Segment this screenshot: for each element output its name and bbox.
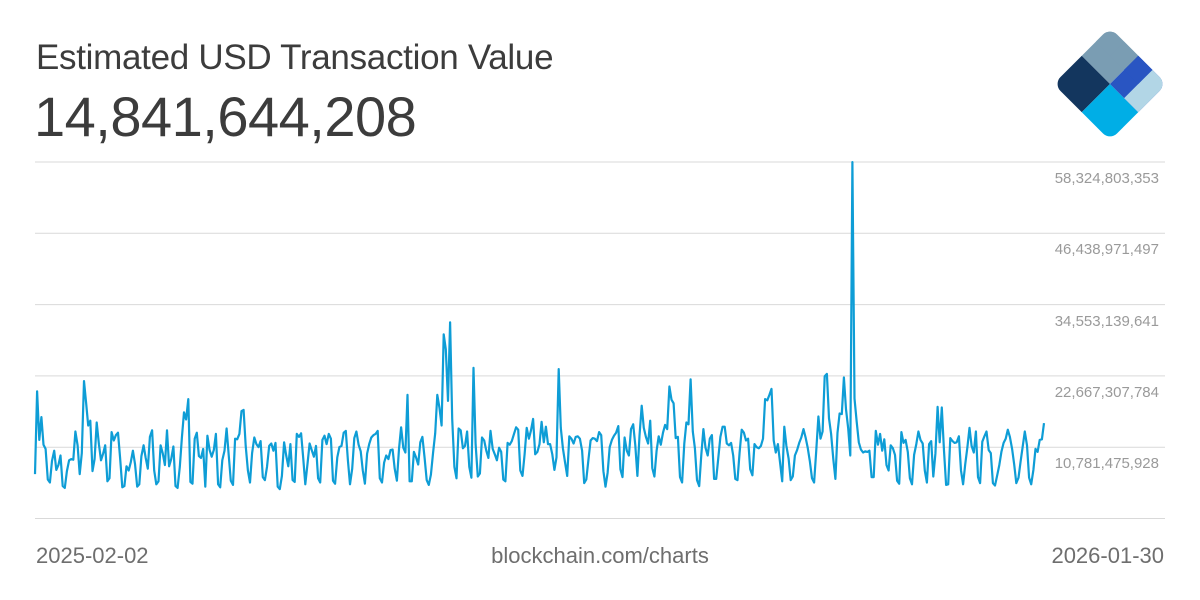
y-tick-label: 46,438,971,497 — [1054, 241, 1159, 258]
y-tick-label: 22,667,307,784 — [1054, 384, 1159, 401]
blockchain-logo-icon — [1053, 28, 1167, 140]
end-date: 2026-01-30 — [1051, 543, 1164, 568]
y-tick-label: 58,324,803,353 — [1054, 170, 1159, 187]
y-tick-label: 10,781,475,928 — [1054, 455, 1159, 472]
source-link[interactable]: blockchain.com/charts — [491, 543, 709, 568]
y-tick-label: 34,553,139,641 — [1054, 313, 1159, 330]
series-line — [33, 161, 1046, 491]
start-date: 2025-02-02 — [36, 543, 149, 568]
chart-title: Estimated USD Transaction Value — [36, 38, 554, 77]
current-value: 14,841,644,208 — [34, 85, 417, 148]
